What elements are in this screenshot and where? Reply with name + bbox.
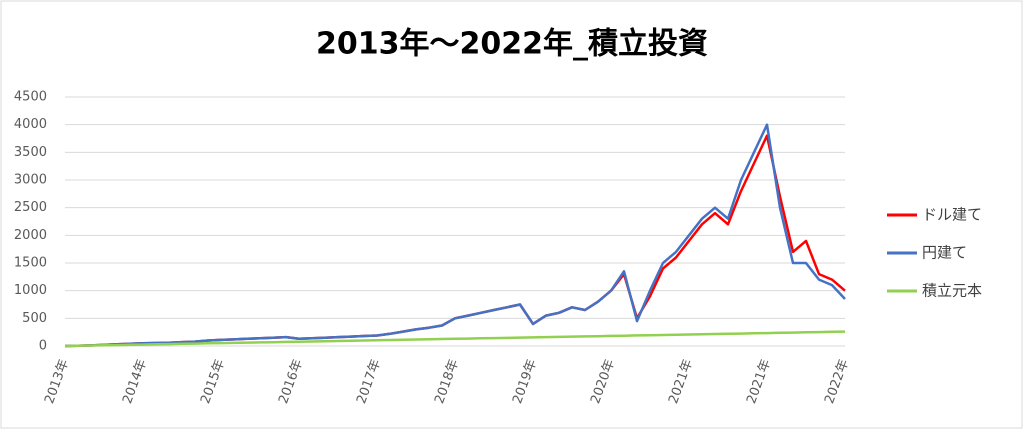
y-tick-label: 0 [39, 339, 47, 354]
y-tick-label: 2000 [14, 228, 47, 243]
y-tick-label: 3500 [14, 145, 47, 160]
y-tick-label: 1500 [14, 256, 47, 271]
series-line [64, 123, 846, 348]
y-tick-label: 1000 [14, 283, 47, 298]
legend-label: 積立元本 [922, 282, 982, 300]
chart-title: 2013年～2022年_積立投資 [316, 27, 708, 62]
legend-label: 円建て [922, 244, 967, 262]
legend-label: ドル建て [922, 206, 982, 224]
y-tick-label: 2500 [14, 200, 47, 215]
y-tick-label: 4500 [14, 90, 47, 105]
y-tick-label: 4000 [14, 117, 47, 132]
series-line [64, 330, 846, 348]
y-tick-label: 500 [22, 311, 47, 326]
y-tick-label: 3000 [14, 173, 47, 188]
